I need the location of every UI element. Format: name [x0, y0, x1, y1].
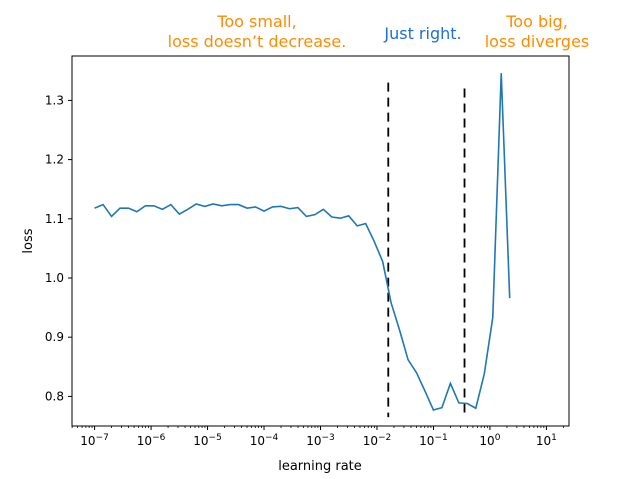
annotation-too-big-line2: loss diverges	[484, 32, 590, 51]
x-tick-label: 10−7	[80, 433, 109, 448]
x-tick-label: 10−5	[193, 433, 222, 448]
annotation-just-right: Just right.	[384, 24, 462, 43]
x-tick-label: 10−2	[363, 433, 392, 448]
loss-series-line	[94, 73, 511, 411]
annotation-too-small-line1: Too small,	[217, 12, 297, 31]
region-markers	[387, 82, 466, 418]
x-tick-label: 10−1	[419, 433, 448, 448]
y-tick-label: 0.9	[45, 330, 64, 344]
y-axis-ticks: 0.8 0.9 1.0 1.1 1.2 1.3	[45, 93, 72, 403]
x-axis-label: learning rate	[278, 459, 362, 474]
y-tick-label: 0.8	[45, 389, 64, 403]
x-tick-label: 10−3	[306, 433, 335, 448]
annotation-too-small: Too small, loss doesn’t decrease.	[164, 12, 350, 52]
x-tick-label: 100	[479, 433, 500, 448]
x-tick-label: 10−6	[137, 433, 166, 448]
plot-area	[71, 55, 570, 427]
x-axis-ticks: 10−7 10−6 10−5 10−4 10−3 10−2 10−1 100 101	[71, 426, 564, 448]
y-tick-label: 1.0	[45, 271, 64, 285]
x-tick-label: 10−4	[250, 433, 279, 448]
y-tick-label: 1.1	[45, 212, 64, 226]
annotation-too-small-line2: loss doesn’t decrease.	[167, 32, 347, 51]
annotation-too-big: Too big, loss diverges	[480, 12, 594, 52]
annotation-too-big-line1: Too big,	[506, 12, 568, 31]
y-axis-label: loss	[21, 228, 36, 253]
y-tick-label: 1.3	[45, 93, 64, 107]
y-tick-label: 1.2	[45, 153, 64, 167]
x-tick-label: 101	[536, 433, 557, 448]
